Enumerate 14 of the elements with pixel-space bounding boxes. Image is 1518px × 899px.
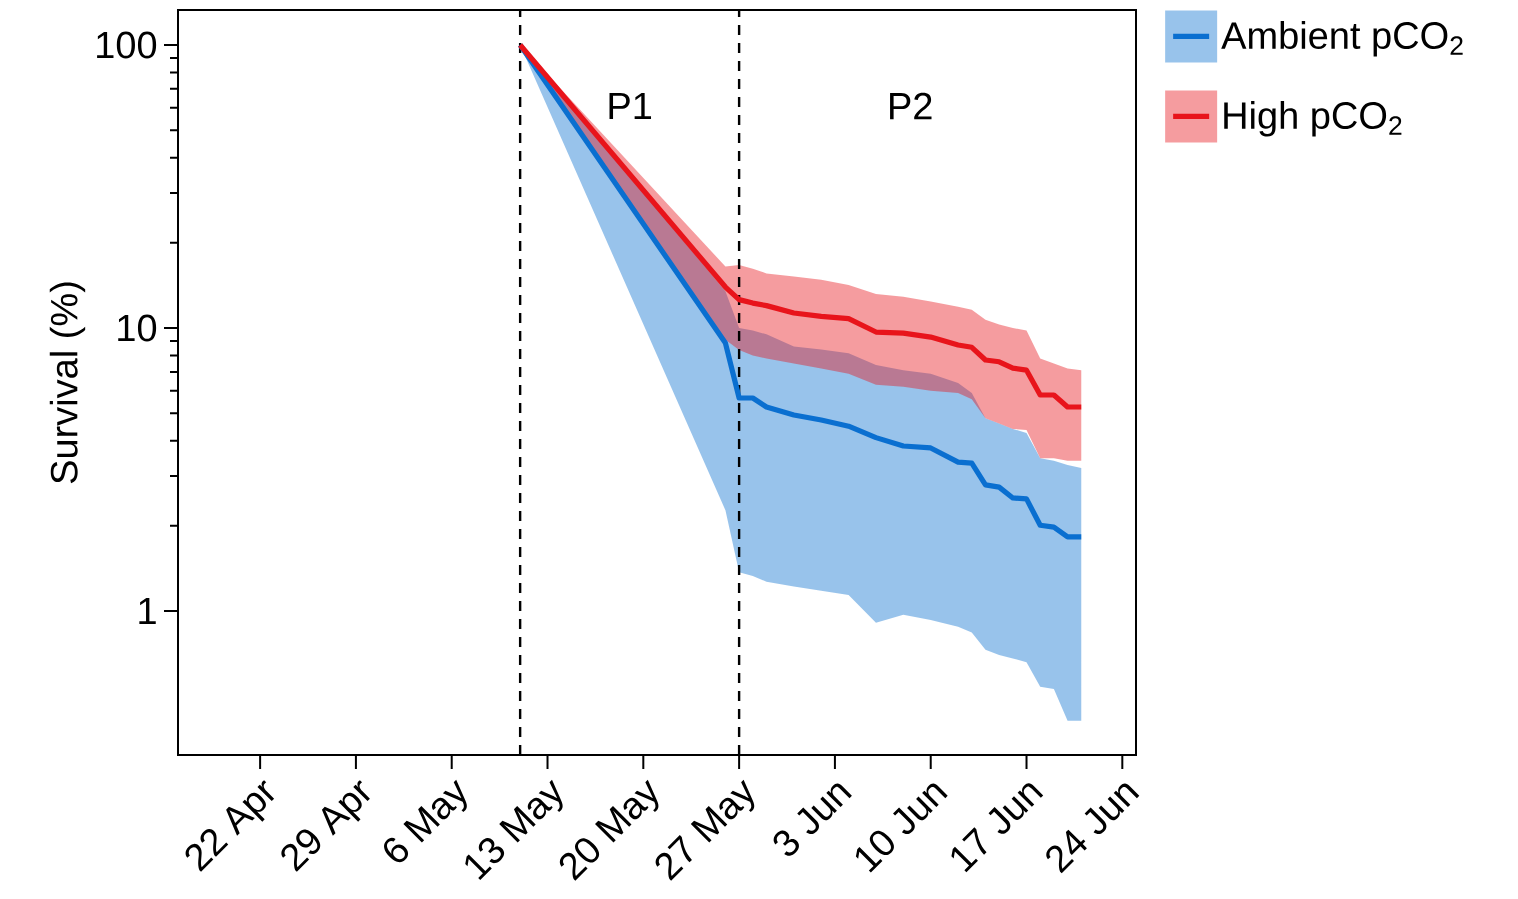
x-tick-label: 3 Jun (773, 783, 852, 856)
y-tick-label: 10 (118, 314, 157, 342)
annotation: P2 (890, 92, 932, 120)
y-tick-label: 100 (97, 31, 157, 59)
y-axis-title: Survival (%) (49, 282, 86, 484)
y-tick-label: 1 (139, 597, 156, 625)
x-tick-label: 10 Jun (855, 783, 948, 873)
x-tick-label: 17 Jun (951, 783, 1044, 873)
annotation: P1 (609, 92, 652, 120)
legend-label: Ambient pCO$_{2}$ (1221, 21, 1463, 57)
x-tick-label: 22 Apr (185, 780, 275, 872)
x-tick-label: 29 Apr (281, 780, 370, 872)
legend-label: High pCO$_{2}$ (1224, 101, 1402, 137)
x-tick-label: 24 Jun (1046, 783, 1140, 874)
